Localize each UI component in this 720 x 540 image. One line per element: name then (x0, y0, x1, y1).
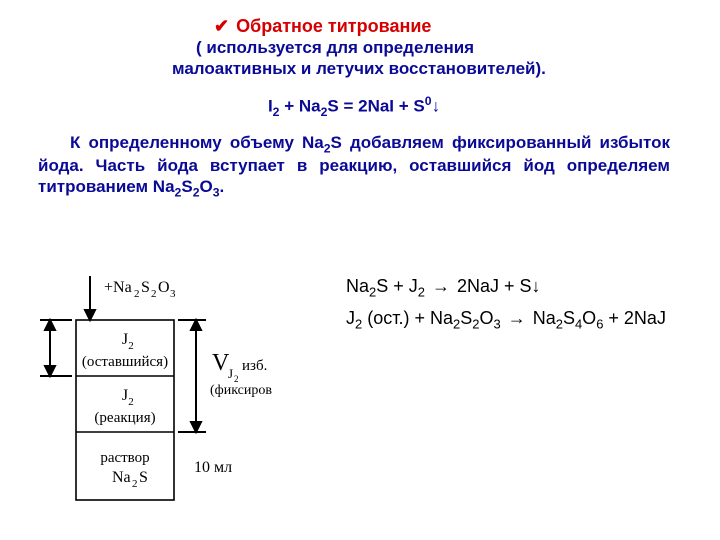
vol-label: 10 мл (194, 459, 232, 476)
paragraph: К определенному объему Na2S добавляем фи… (38, 133, 670, 200)
subtitle-line2: малоактивных и летучих восстановителей). (172, 58, 546, 79)
v-sub2: (фиксиров.) (210, 383, 272, 398)
cell-mid-line1: J (122, 387, 128, 404)
cell-bot-line1: раствор (100, 450, 149, 466)
page-title: Обратное титрование (236, 16, 431, 36)
cell-top-line2: (оставшийся) (82, 354, 168, 370)
main-equation: I2 + Na2S = 2NaI + S0↓ (28, 94, 680, 119)
svg-text:S: S (139, 469, 148, 486)
svg-text:2: 2 (128, 396, 134, 408)
svg-text:S: S (141, 279, 150, 296)
cell-top-line1: J (122, 331, 128, 348)
svg-text:O: O (158, 279, 170, 296)
eq-line-2: J2 (ост.) + Na2S2O3 → Na2S4O6 + 2NaJ (346, 308, 666, 332)
svg-text:Na: Na (112, 469, 131, 486)
diagram: +Na 2 S 2 O 3 J (14, 270, 272, 516)
subtitle-line1: ( используется для определения (196, 38, 474, 57)
add-label: +Na (104, 279, 132, 296)
eq-line-1: Na2S + J2 → 2NaJ + S↓ (346, 276, 666, 300)
svg-text:J: J (228, 366, 233, 381)
check-icon: ✔ (214, 16, 229, 36)
v-tail: изб. (242, 358, 267, 374)
side-equations: Na2S + J2 → 2NaJ + S↓ J2 (ост.) + Na2S2O… (346, 276, 666, 339)
svg-text:2: 2 (151, 288, 157, 300)
svg-text:2: 2 (128, 340, 134, 352)
svg-text:2: 2 (134, 288, 140, 300)
cell-mid-line2: (реакция) (94, 410, 155, 426)
svg-text:2: 2 (132, 478, 138, 490)
svg-text:3: 3 (170, 288, 176, 300)
subtitle: ( используется для определения малоактив… (196, 37, 680, 80)
